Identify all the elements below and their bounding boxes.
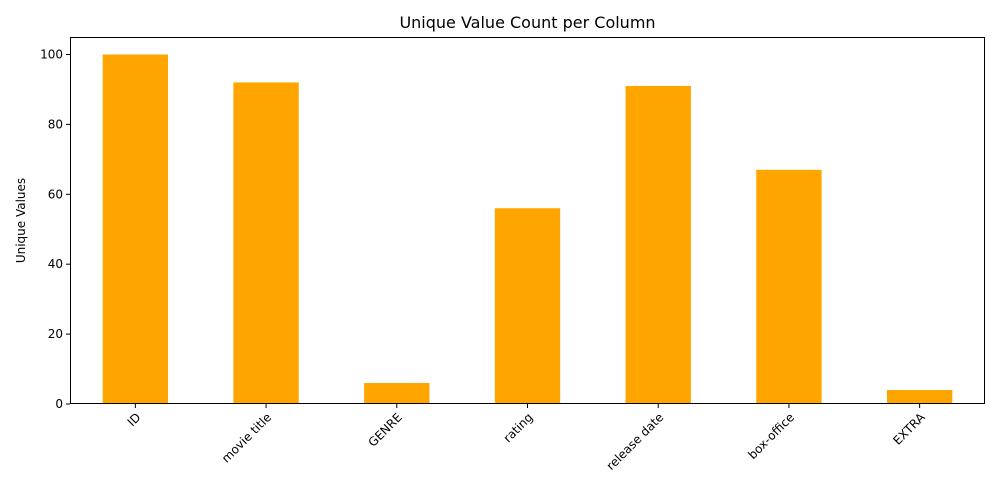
y-axis-label: Unique Values xyxy=(14,178,28,263)
chart-title: Unique Value Count per Column xyxy=(399,13,655,32)
x-tick-label: GENRE xyxy=(365,410,404,449)
y-axis-ticks: 0 20 40 60 80 100 xyxy=(40,47,70,411)
x-tick-label: rating xyxy=(501,410,536,445)
y-tick-label: 0 xyxy=(55,397,63,411)
x-tick-label: box-office xyxy=(745,410,797,462)
x-tick-label: movie title xyxy=(219,410,274,465)
x-tick-label: release date xyxy=(604,410,667,473)
bar-movie-title xyxy=(233,82,299,404)
bars-group xyxy=(102,54,953,404)
x-tick-label: ID xyxy=(125,410,144,429)
bar-id xyxy=(102,54,169,404)
bar-rating xyxy=(494,208,561,404)
x-axis-ticks: ID movie title GENRE rating release date box-… xyxy=(125,404,928,473)
y-tick-label: 100 xyxy=(40,47,63,61)
y-tick-label: 40 xyxy=(48,257,63,271)
bar-release-date xyxy=(625,85,691,404)
bar-box-office xyxy=(756,169,822,404)
y-tick-label: 60 xyxy=(48,187,63,201)
y-tick-label: 80 xyxy=(48,117,63,131)
y-tick-label: 20 xyxy=(48,327,63,341)
bar-genre xyxy=(364,383,430,404)
x-tick-label: EXTRA xyxy=(890,410,928,448)
bar-extra xyxy=(886,390,953,404)
plot-frame xyxy=(70,37,985,404)
